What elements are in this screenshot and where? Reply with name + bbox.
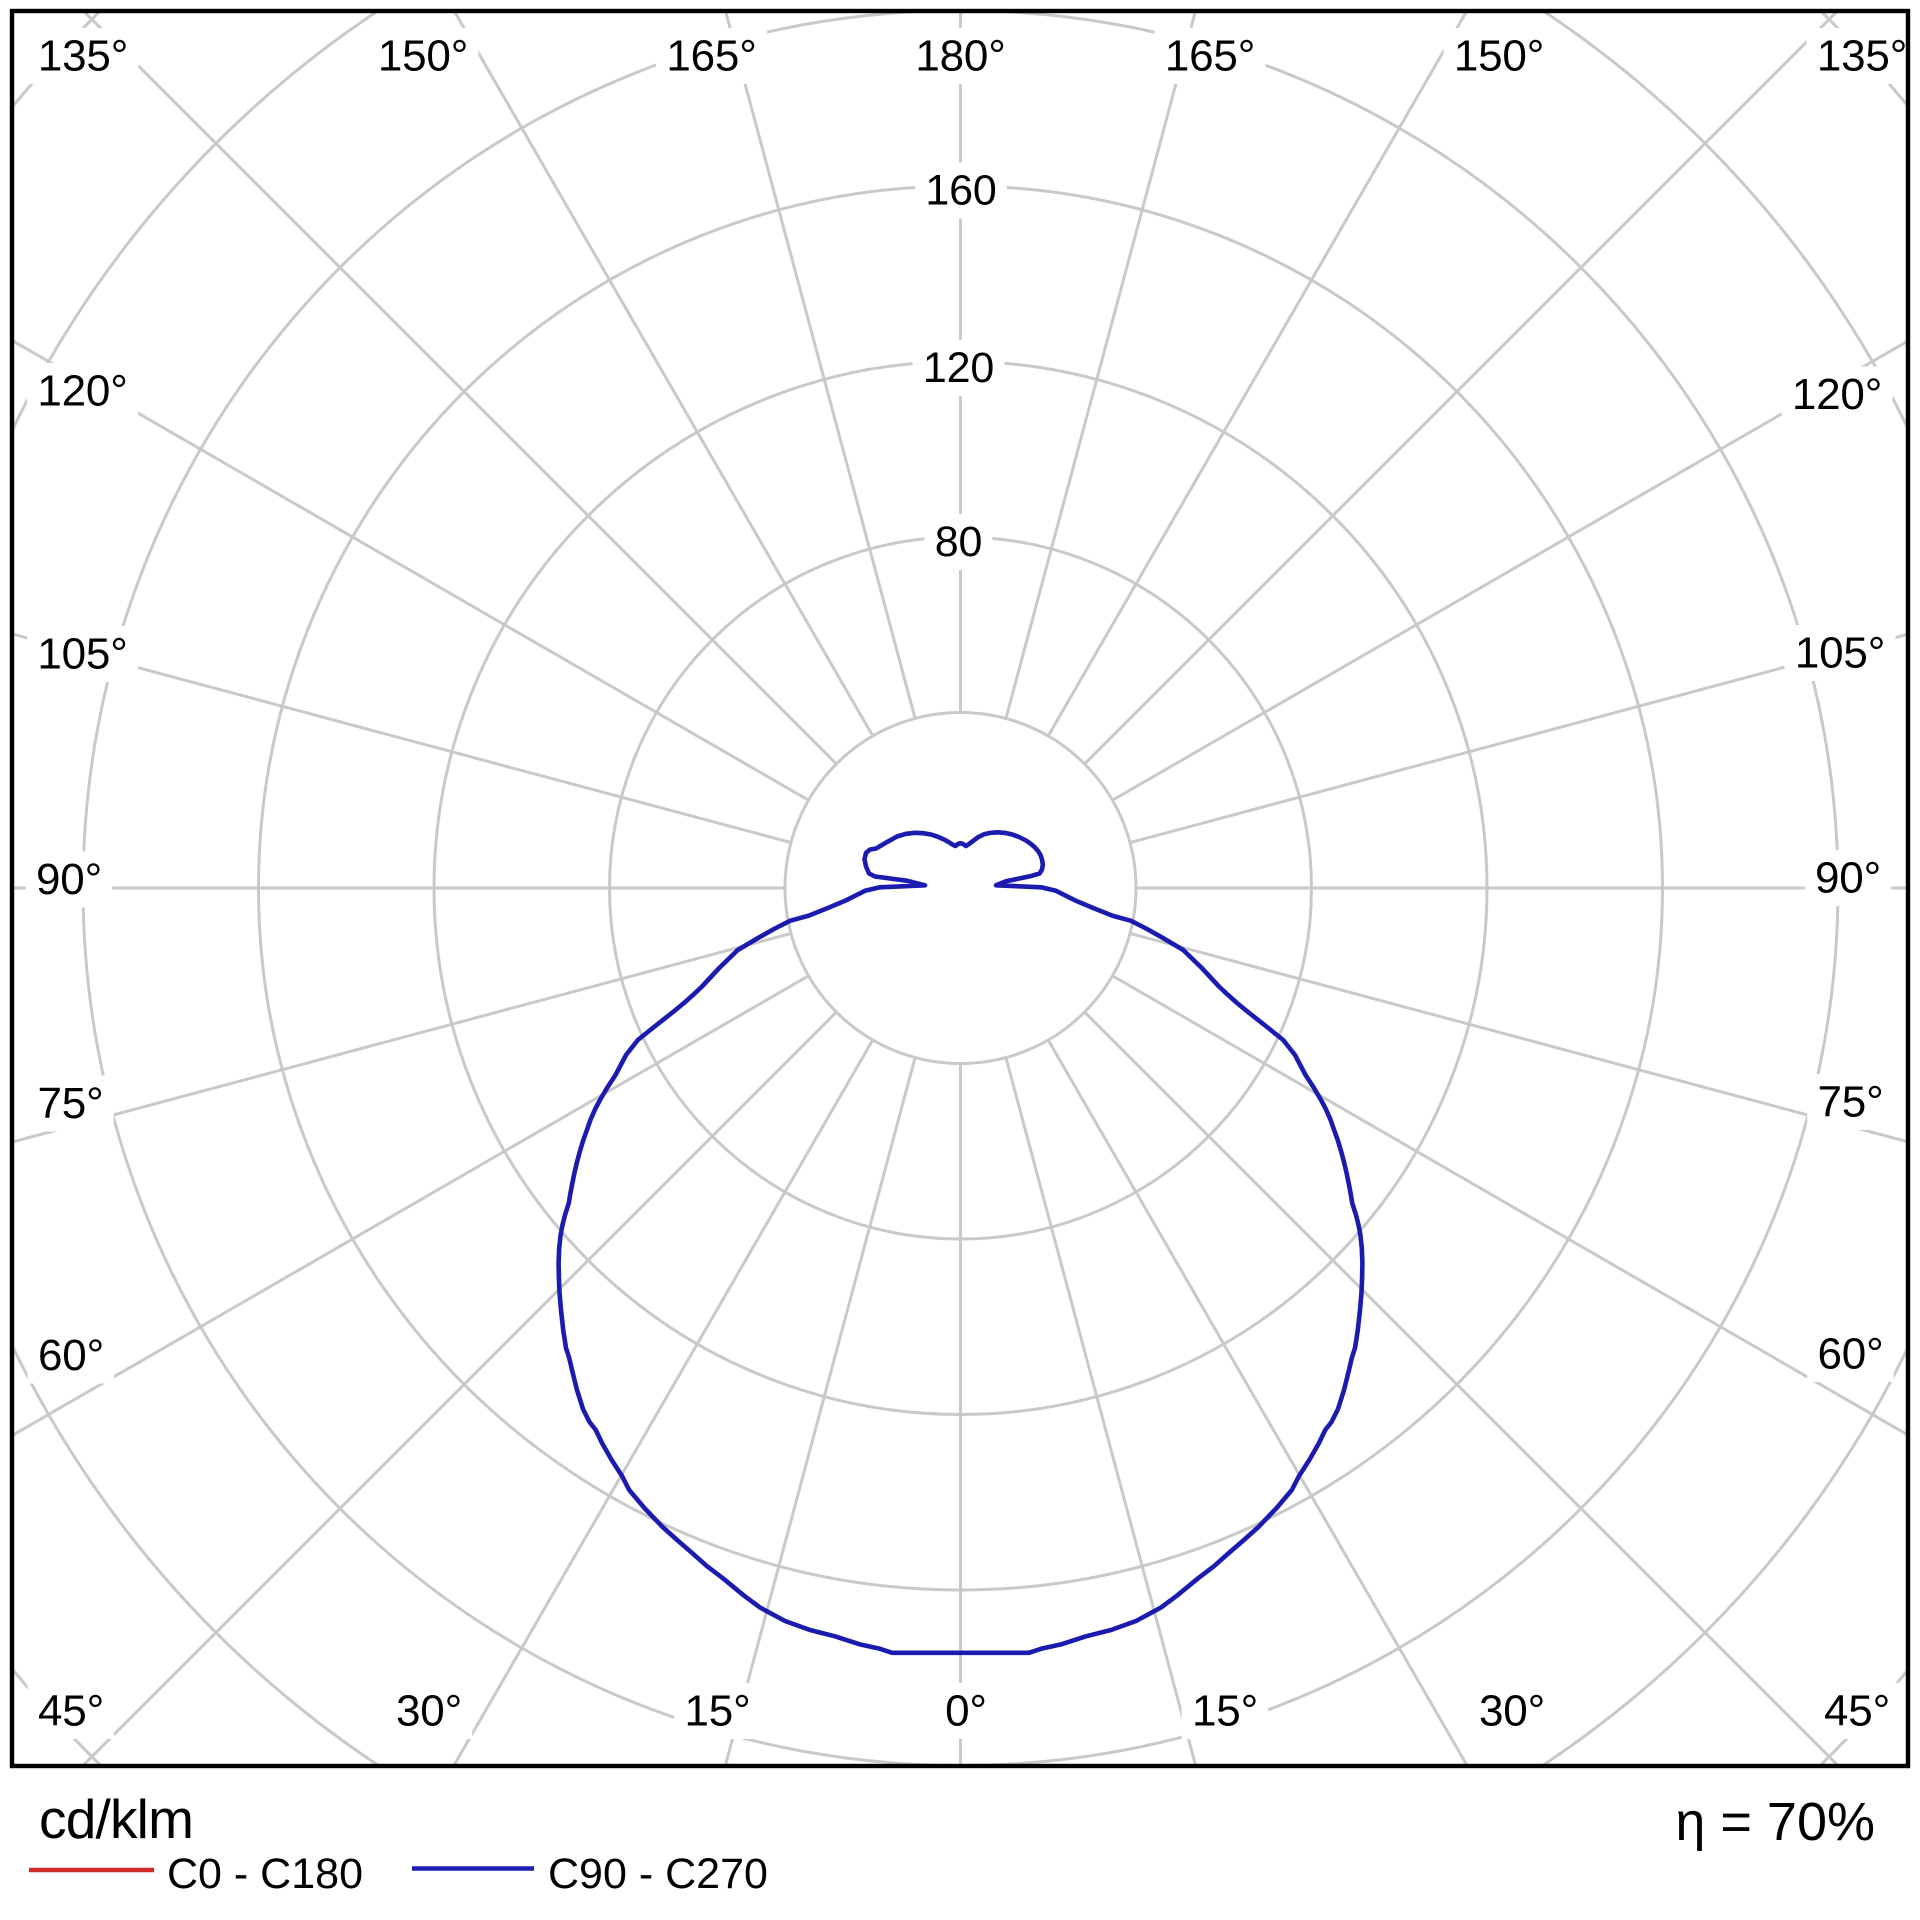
- svg-text:150°: 150°: [1454, 32, 1544, 81]
- svg-text:cd/klm: cd/klm: [39, 1788, 193, 1850]
- svg-text:90°: 90°: [1815, 854, 1881, 903]
- svg-text:C0 - C180: C0 - C180: [167, 1850, 363, 1898]
- svg-text:45°: 45°: [38, 1687, 104, 1736]
- svg-text:135°: 135°: [1817, 32, 1907, 81]
- svg-text:120°: 120°: [1792, 370, 1882, 419]
- svg-text:165°: 165°: [666, 32, 756, 81]
- svg-text:150°: 150°: [378, 32, 468, 81]
- svg-text:135°: 135°: [38, 32, 128, 81]
- svg-text:30°: 30°: [396, 1687, 462, 1736]
- svg-text:75°: 75°: [1818, 1078, 1884, 1127]
- svg-text:60°: 60°: [1818, 1330, 1884, 1379]
- svg-text:105°: 105°: [37, 630, 127, 679]
- svg-text:30°: 30°: [1479, 1687, 1545, 1736]
- svg-text:165°: 165°: [1165, 32, 1255, 81]
- svg-text:15°: 15°: [1192, 1687, 1258, 1736]
- svg-text:180°: 180°: [915, 32, 1005, 81]
- svg-text:0°: 0°: [945, 1687, 987, 1736]
- svg-text:η = 70%: η = 70%: [1675, 1792, 1875, 1852]
- svg-text:105°: 105°: [1795, 629, 1885, 678]
- svg-text:160: 160: [925, 167, 996, 215]
- svg-text:60°: 60°: [38, 1331, 104, 1380]
- svg-text:90°: 90°: [36, 855, 102, 904]
- svg-text:120°: 120°: [37, 367, 127, 416]
- svg-text:75°: 75°: [38, 1079, 104, 1128]
- svg-text:C90 - C270: C90 - C270: [548, 1850, 768, 1898]
- svg-text:45°: 45°: [1824, 1687, 1890, 1736]
- svg-text:15°: 15°: [685, 1687, 751, 1736]
- svg-text:120: 120: [923, 344, 994, 392]
- svg-text:80: 80: [935, 518, 982, 566]
